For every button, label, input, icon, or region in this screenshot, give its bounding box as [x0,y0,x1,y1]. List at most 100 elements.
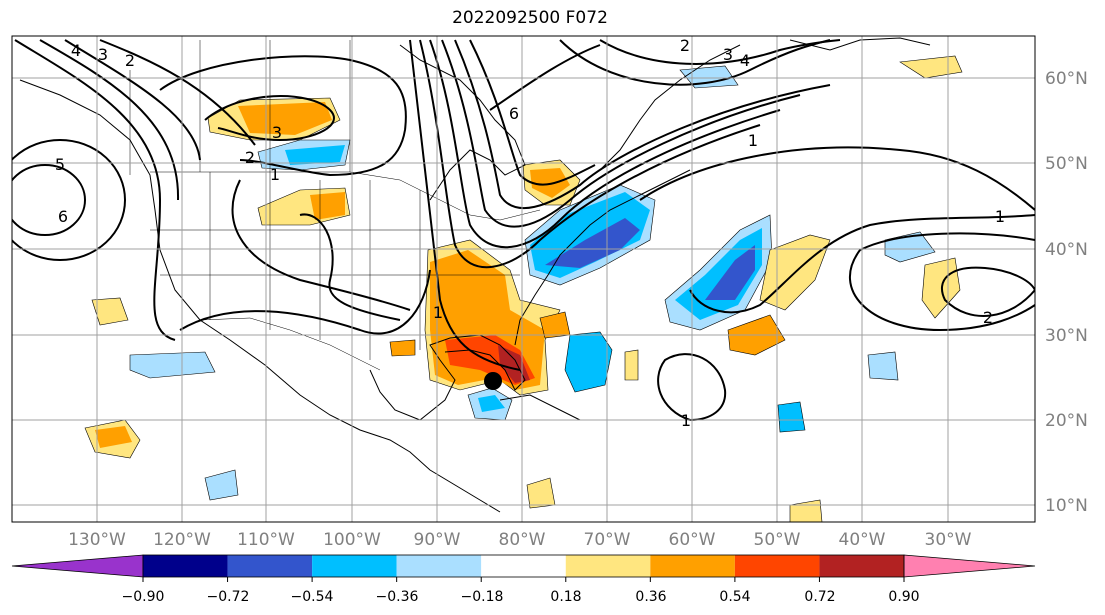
lon-label: 40°W [839,530,886,550]
coast-hudson [399,44,526,201]
coast-north-america-west [19,79,501,513]
negative-anomaly-pacific [204,469,239,501]
contour-label: 5 [55,155,65,174]
colorbar-frame [142,554,905,578]
graticule [12,36,1035,522]
contour-labels: 4 3 2 5 6 3 2 1 6 2 3 4 1 1 2 1 1 [55,36,1005,430]
coast-gulf [369,334,526,421]
lon-label: 50°W [754,530,801,550]
lon-label: 130°W [68,530,126,550]
contour-west-3 [64,39,201,161]
coast-labrador [599,44,741,171]
contour-label: 6 [58,207,68,226]
colorbar-tick-label: 0.90 [888,589,919,605]
contour-jet-1 [639,146,1035,211]
negative-anomaly-tropics [777,401,806,433]
colorbar-swatch [481,555,566,577]
contour-low-pacific-5 [12,139,126,261]
lat-label: 60°N [1045,69,1088,89]
coast-east [514,169,691,346]
colorbar-extend-low [11,554,144,578]
contour-azores-1 [689,214,1035,314]
contour-label: 2 [245,148,255,167]
colorbar-tick-label: −0.90 [122,589,165,605]
contour-west-1 [14,39,176,341]
map-layers: 4 3 2 5 6 3 2 1 6 2 3 4 1 1 2 1 1 [12,36,1035,522]
contour-label: 6 [509,104,519,123]
negative-anomaly-plains-core [285,145,345,165]
latitude-axis: 60°N 50°N 40°N 30°N 20°N 10°N [1045,69,1088,516]
colorbar-swatch [143,555,228,577]
contour-trough-3 [429,39,781,249]
contour-label: 4 [71,41,81,60]
contour-subtrop-1 [657,353,727,421]
lon-label: 30°W [925,530,972,550]
colorbar-swatch [650,555,735,577]
lon-label: 70°W [584,530,631,550]
colorbar-tick-label: 0.72 [804,589,835,605]
colorbar-tick-label: −0.72 [207,589,250,605]
lat-label: 10°N [1045,496,1088,516]
lat-label: 30°N [1045,326,1088,346]
positive-anomaly-pacific-core [95,426,132,448]
contour-azores-outer [848,232,1035,332]
lon-label: 60°W [669,530,716,550]
negative-anomaly-caribbean [564,331,613,393]
contour-south-2 [299,213,401,321]
contour-label: 3 [272,123,282,142]
contour-label: 1 [681,411,691,430]
map-title: 2022092500 F072 [452,8,608,28]
contour-gulf-1 [179,269,431,335]
colorbar-tick-label: 0.36 [635,589,666,605]
longitude-axis: 130°W 120°W 110°W 100°W 90°W 80°W 70°W 6… [68,530,972,550]
colorbar-swatch [396,555,482,577]
map-frame [11,35,1036,523]
contour-low-pacific-6 [12,164,86,236]
negative-anomaly-northeast-peak [545,218,640,268]
colorbar [11,554,1036,582]
contour-label: 2 [680,36,690,55]
negative-anomaly-greenland [679,65,739,89]
coast-cuba [499,394,581,421]
contour-label: 3 [98,45,108,64]
height-contours [12,39,1035,421]
contour-trough-4 [441,39,801,228]
colorbar-tick-label: 0.18 [550,589,581,605]
colorbar-swatch [565,555,651,577]
positive-anomaly-small2 [389,339,416,357]
positive-anomaly-greenland [899,55,963,79]
us-mexico-border [199,317,381,371]
contour-azores-2 [940,266,1035,317]
lat-label: 20°N [1045,411,1088,431]
lon-label: 80°W [499,530,546,550]
map-background [12,36,1035,522]
positive-anomaly-small1 [624,349,639,381]
lon-label: 100°W [323,530,381,550]
negative-anomaly-atlantic-peak [705,245,755,300]
contour-label: 4 [740,51,750,70]
contour-label: 2 [983,308,993,327]
contour-label: 1 [748,131,758,150]
contour-north-3 [559,39,831,86]
colorbar-tick-label: 0.54 [719,589,750,605]
colorbar-swatch [734,555,820,577]
lon-label: 110°W [237,530,295,550]
contour-trough-6 [469,39,596,186]
colorbar-swatch [312,555,397,577]
negative-anomaly-eastatl2 [867,351,899,381]
colorbar-tick-label: −0.54 [291,589,334,605]
colorbar-tick-label: −0.36 [376,589,419,605]
contour-west-2 [39,39,180,201]
contour-hook-6 [489,44,601,111]
colorbar-swatch [819,555,904,577]
contour-south-1 [231,179,411,311]
contour-trough-1 [409,39,521,371]
contour-label: 1 [995,207,1005,226]
contour-ridge-3 [204,95,335,142]
colorbar-swatch [227,555,313,577]
lat-label: 50°N [1045,154,1088,174]
lon-label: 120°W [153,530,211,550]
colorbar-extend-high [903,554,1036,578]
lon-label: 90°W [414,530,461,550]
